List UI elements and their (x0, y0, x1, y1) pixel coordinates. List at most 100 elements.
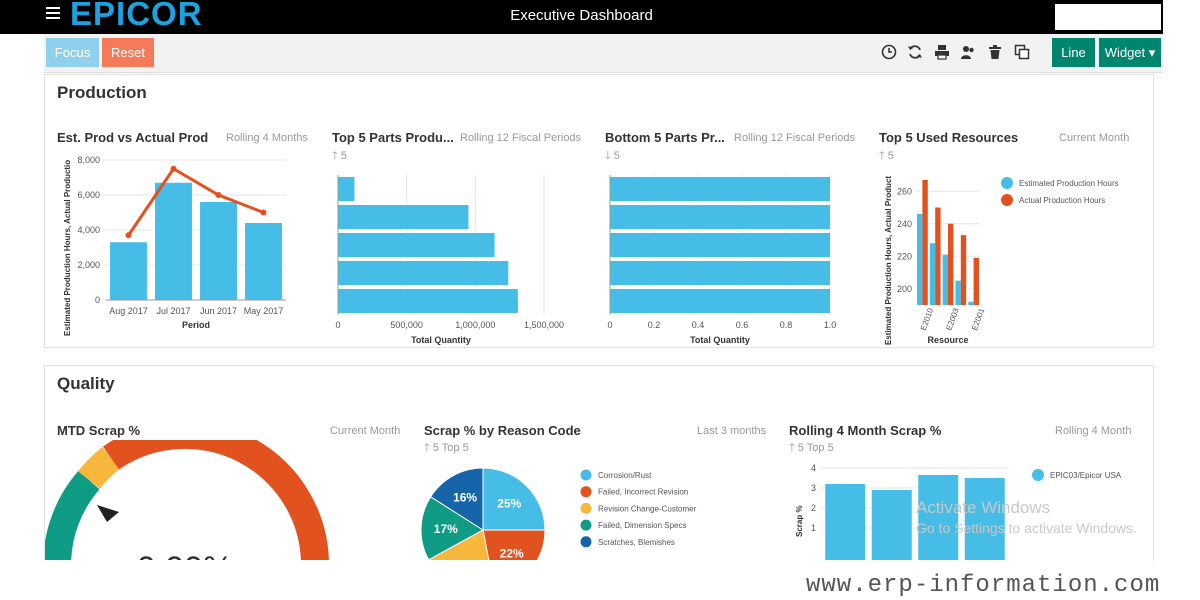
legend-marker (580, 519, 592, 531)
legend-label: Failed, Dimension Specs (598, 521, 686, 530)
x-tick-label: 0.6 (736, 320, 749, 330)
slice-label: 16% (453, 490, 477, 504)
legend-label: Estimated Production Hours (1019, 179, 1119, 188)
pie-slice (420, 496, 484, 560)
toolbar: Focus Reset Line Widget ▾ (44, 34, 1163, 73)
refresh-icon[interactable] (907, 44, 923, 60)
widget-period-est-vs-actual: Rolling 4 Months (226, 132, 308, 144)
widget-title-rolling-scrap: Rolling 4 Month Scrap % (789, 423, 942, 438)
widget-title-top5-resources: Top 5 Used Resources (879, 130, 1019, 145)
x-tick-label: 1.0 (824, 320, 837, 330)
bar (968, 301, 974, 305)
x-tick-label: Jun 2017 (200, 306, 237, 316)
legend-label: Corrosion/Rust (598, 471, 652, 480)
top-bar: EPICOR Executive Dashboard (0, 0, 1163, 34)
legend-marker (1032, 469, 1044, 481)
gauge-band-yellow (77, 446, 120, 489)
widget-title-est-vs-actual: Est. Prod vs Actual Prod (57, 130, 209, 145)
widget-period-bottom5-parts: Rolling 12 Fiscal Periods (734, 132, 856, 144)
clock-icon[interactable] (881, 44, 897, 60)
slice-label: 22% (500, 547, 524, 560)
bar (155, 182, 192, 300)
x-tick-label: E2010 (919, 306, 936, 331)
y-axis-label: Estimated Production Hours, Actual Produ… (884, 176, 893, 345)
y-tick-label: 260 (897, 186, 912, 196)
widget-period-mtd-scrap: Current Month (330, 425, 401, 437)
quality-section: Quality MTD Scrap % Current Month Scrap … (44, 365, 1154, 561)
widget-sub-rolling-scrap: 🡑 5 Top 5 (789, 439, 834, 458)
widget-sub-scrap-reason: 🡑 5 Top 5 (424, 439, 469, 458)
y-axis-label: Scrap % (795, 505, 804, 537)
pie-slice (429, 467, 484, 531)
focus-button[interactable]: Focus (46, 38, 99, 67)
x-tick-label: 500,000 (390, 320, 423, 330)
chart-rolling-scrap: 4 3 2 1 Scrap % EPIC03/Epicor USA (795, 463, 1122, 560)
bar (825, 484, 866, 560)
x-tick-label: Jul 2017 (156, 306, 190, 316)
widget-sub-top5-parts: 🡑 5 (332, 147, 347, 166)
line-point (260, 209, 267, 216)
gauge-band-red (103, 440, 329, 560)
search-box[interactable] (1055, 4, 1161, 30)
x-axis-label: Total Quantity (411, 335, 471, 345)
widget-title-top5-parts: Top 5 Parts Produ... (332, 130, 454, 145)
chart-est-vs-actual: 8,000 6,000 4,000 2,000 0 Aug 2017 Jul 2017 Jun… (63, 155, 286, 336)
watermark: www.erp-information.com (806, 572, 1161, 599)
bar (610, 289, 830, 313)
bar (338, 289, 518, 313)
gauge-value: 0.00% (137, 550, 233, 560)
series-line (127, 166, 265, 237)
legend-label: EPIC03/Epicor USA (1050, 471, 1122, 480)
legend-label: Revision Change-Customer (598, 504, 697, 513)
slice-label: 17% (434, 522, 458, 536)
bar (948, 223, 954, 305)
line-point (215, 192, 222, 198)
menu-icon[interactable] (46, 7, 60, 19)
bar (610, 177, 830, 201)
line-button[interactable]: Line (1052, 38, 1095, 67)
print-icon[interactable] (934, 44, 950, 60)
bar (245, 223, 282, 300)
chart-top5-parts: 0 500,000 1,000,000 1,500,000 Total Quantity (335, 175, 564, 345)
trash-icon[interactable] (987, 44, 1003, 60)
widget-title-scrap-reason: Scrap % by Reason Code (424, 423, 581, 438)
app-title: Executive Dashboard (510, 7, 653, 24)
x-tick-label: May 2017 (244, 306, 284, 316)
x-tick-label: 1,000,000 (455, 320, 495, 330)
sort-down-icon: 🡓 (605, 150, 611, 162)
y-axis-label: Estimated Production Hours, Actual Produ… (63, 160, 72, 336)
widget-period-rolling-scrap: Rolling 4 Month (1055, 425, 1132, 437)
y-tick-label: 4 (811, 463, 816, 473)
y-tick-label: 200 (897, 284, 912, 294)
y-tick-label: 240 (897, 219, 912, 229)
bar (918, 475, 959, 560)
slice-label: 25% (497, 497, 521, 511)
widget-dropdown-button[interactable]: Widget ▾ (1099, 38, 1161, 67)
top5-parts-count: 5 (340, 150, 347, 162)
bar (964, 478, 1005, 560)
bar (610, 233, 830, 257)
y-tick-label: 2 (811, 503, 816, 513)
bar (917, 214, 923, 305)
reset-button[interactable]: Reset (102, 38, 154, 67)
x-tick-label: E2001 (970, 306, 987, 331)
windows-activation-subtitle: Go to Settings to activate Windows. (916, 520, 1137, 536)
x-axis-label: Resource (927, 335, 968, 345)
rolling-scrap-count: 5 Top 5 (797, 442, 834, 454)
windows-activation-overlay: Activate Windows Go to Settings to activ… (916, 498, 1137, 538)
bar (973, 257, 979, 305)
y-tick-label: 8,000 (77, 155, 100, 165)
copy-icon[interactable] (1014, 44, 1030, 60)
widget-title-mtd-scrap: MTD Scrap % (57, 423, 141, 438)
users-icon[interactable] (960, 44, 976, 60)
bar (610, 261, 830, 285)
line-point (125, 232, 132, 239)
bar (338, 233, 495, 257)
bar (929, 243, 936, 305)
x-tick-label: 0 (335, 320, 340, 330)
y-tick-label: 6,000 (77, 190, 100, 200)
legend-label: Failed, Incorrect Revision (598, 488, 688, 497)
legend-label: Scratches, Blemishes (598, 538, 675, 547)
line-point (170, 165, 177, 172)
